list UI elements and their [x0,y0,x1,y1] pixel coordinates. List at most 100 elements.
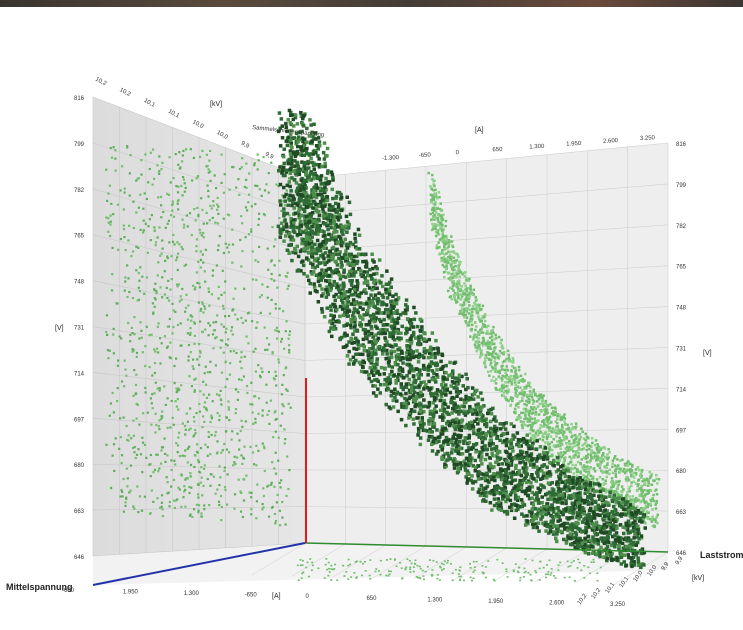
data-point [478,453,482,457]
projection-point [260,194,263,197]
projection-point [498,349,502,353]
projection-point [123,385,126,388]
data-point [484,433,488,438]
data-point [371,373,376,377]
projection-point [172,478,176,481]
projection-point [496,353,499,357]
projection-point [431,195,434,198]
data-point [300,129,304,134]
projection-point [142,231,145,234]
projection-point [473,569,476,572]
projection-point [210,433,213,436]
projection-point [631,465,634,468]
projection-point [469,335,472,338]
projection-point [193,288,196,291]
projection-point [187,355,190,358]
projection-point [138,290,141,293]
projection-point [131,348,134,351]
data-point [316,232,320,236]
projection-point [429,559,431,561]
data-point [324,187,328,192]
projection-point [126,477,129,480]
projection-point [652,493,655,497]
projection-point [172,309,175,312]
projection-point [218,394,221,397]
data-point [336,202,341,207]
projection-point [184,505,187,508]
projection-point [542,408,545,412]
data-point [556,462,560,466]
projection-point [445,264,448,268]
data-point [375,359,379,363]
data-point [456,424,461,429]
projection-point [273,245,276,248]
data-point [608,494,612,498]
projection-point [286,389,289,392]
projection-point [489,361,493,365]
data-point [558,510,563,514]
data-point [326,279,330,283]
projection-point [183,490,186,493]
projection-point [583,442,586,446]
projection-point [471,293,474,296]
data-point [571,510,575,515]
data-point [632,525,636,530]
projection-point [154,350,157,353]
data-point [302,209,307,214]
data-point [462,441,466,445]
projection-point [224,315,227,318]
projection-point [181,248,184,251]
data-point [616,556,620,560]
projection-point [576,460,580,464]
projection-point [195,238,198,241]
projection-point [584,470,588,473]
data-point [480,451,484,455]
projection-point [205,409,209,412]
projection-point [598,456,601,460]
projection-point [330,564,333,567]
projection-point [432,198,436,201]
data-point [516,495,521,500]
projection-point [531,423,534,427]
projection-point [268,422,271,425]
data-point [607,503,611,507]
projection-point [177,163,180,166]
projection-point [436,246,439,250]
projection-point [203,464,206,467]
data-point [342,270,346,274]
data-point [630,529,634,533]
projection-point [109,234,112,238]
projection-point [216,249,220,252]
data-point [330,334,334,339]
data-point [455,471,460,475]
projection-point [171,240,175,243]
projection-point [191,315,194,318]
projection-point [595,452,599,455]
projection-point [572,441,576,444]
projection-point [619,459,622,462]
data-point [399,349,404,353]
projection-point [181,287,184,291]
projection-point [517,379,521,382]
projection-point [492,349,496,353]
projection-point [251,320,254,323]
projection-point [438,223,442,226]
projection-point [541,398,545,402]
data-point [441,385,445,390]
data-point [499,501,503,506]
projection-point [488,374,491,377]
data-point [279,117,284,121]
data-point [379,365,384,370]
data-point [610,551,614,556]
data-point [582,481,586,485]
projection-point [106,333,109,336]
data-point [382,372,386,376]
projection-point [274,303,277,306]
projection-point [570,422,573,426]
data-point [311,152,316,156]
projection-point [439,202,442,205]
projection-point [135,245,138,248]
projection-point [488,336,492,339]
projection-point [532,400,536,403]
projection-point [409,566,412,569]
